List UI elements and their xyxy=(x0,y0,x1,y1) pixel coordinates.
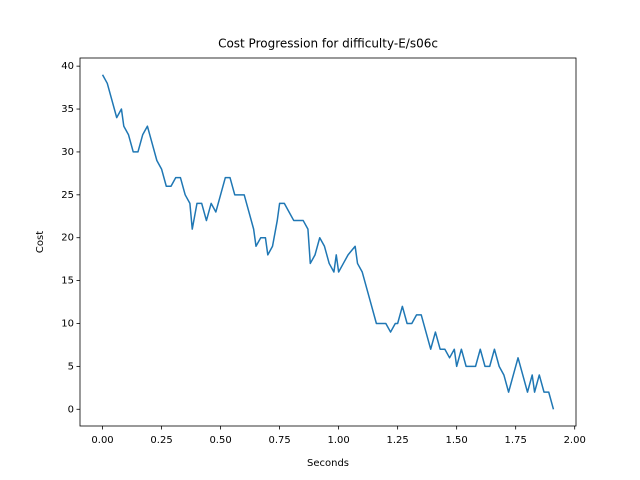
x-tick-label: 1.25 xyxy=(387,435,409,446)
y-tick-label: 5 xyxy=(68,361,74,372)
x-tick-label: 0.50 xyxy=(209,435,231,446)
y-tick-label: 40 xyxy=(61,61,74,72)
line xyxy=(101,74,555,410)
chart-title: Cost Progression for difficulty-E/s06c xyxy=(218,37,438,51)
x-tick-label: 1.75 xyxy=(505,435,527,446)
y-tick-label: 0 xyxy=(68,404,74,415)
y-tick-label: 25 xyxy=(61,190,74,201)
x-tick-label: 2.00 xyxy=(564,435,586,446)
x-tick-label: 0.00 xyxy=(91,435,113,446)
x-tick-label: 1.00 xyxy=(327,435,349,446)
axes-frame xyxy=(79,57,577,427)
y-tick-label: 35 xyxy=(61,104,74,115)
x-axis-label: Seconds xyxy=(307,458,349,469)
y-tick-label: 10 xyxy=(61,318,74,329)
y-tick-label: 15 xyxy=(61,276,74,287)
y-tick-label: 30 xyxy=(61,147,74,158)
x-tick-label: 0.25 xyxy=(150,435,172,446)
x-tick-label: 0.75 xyxy=(268,435,290,446)
y-axis-label: Cost xyxy=(35,231,46,253)
y-tick-label: 20 xyxy=(61,233,74,244)
x-tick-label: 1.50 xyxy=(446,435,468,446)
